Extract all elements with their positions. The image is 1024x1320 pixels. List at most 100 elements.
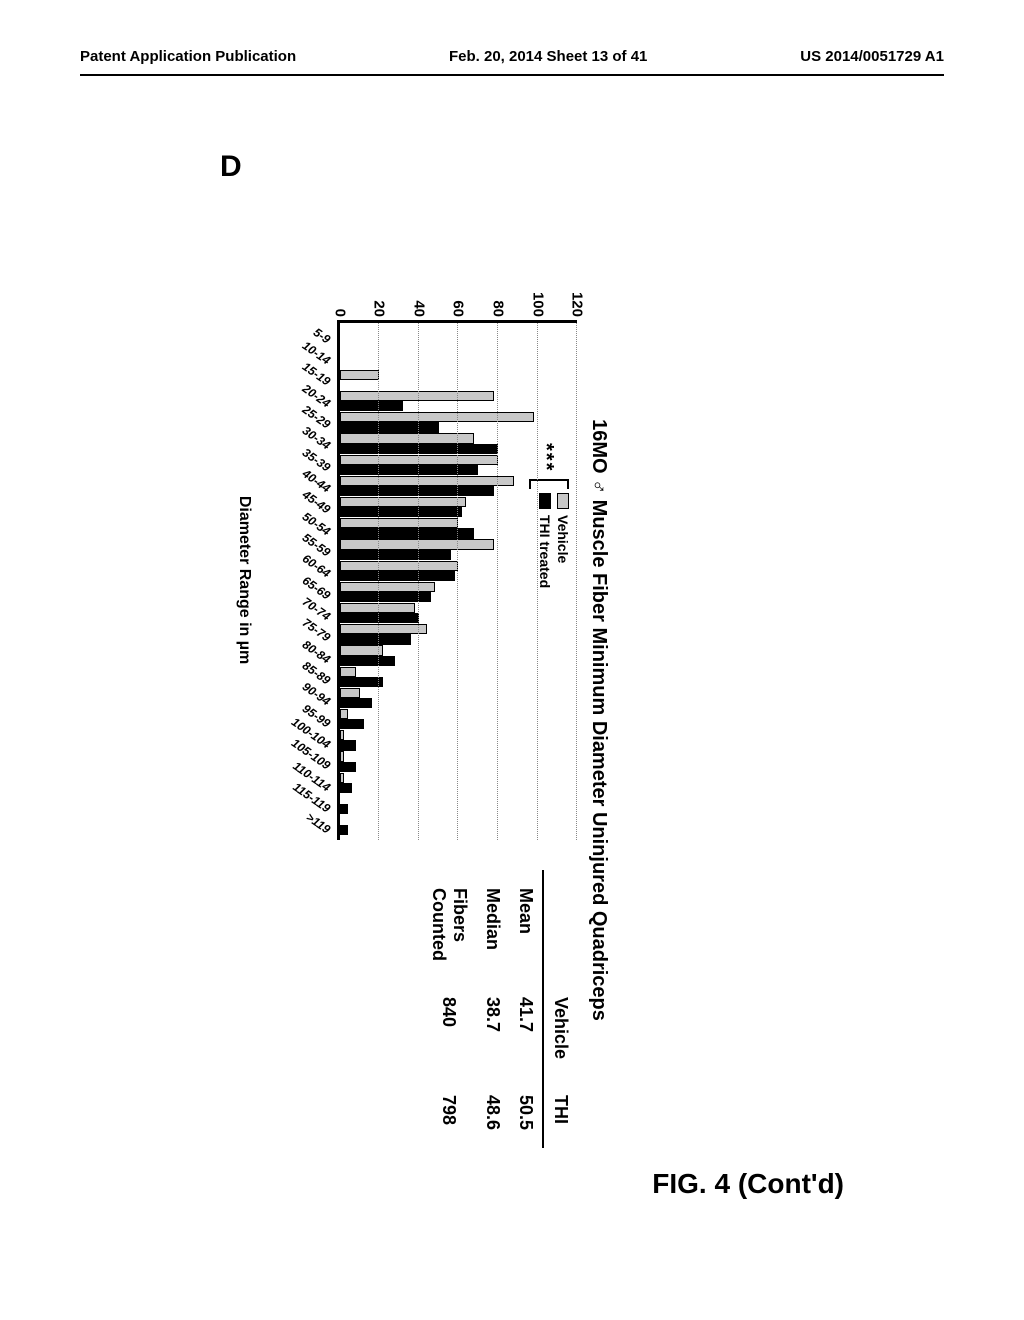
bar [340, 539, 494, 549]
bar-group [340, 475, 577, 496]
bar-group [340, 751, 577, 772]
bar [340, 804, 348, 814]
bar [340, 688, 360, 698]
stats-row-label: Fibers Counted [422, 870, 476, 979]
bar [340, 730, 344, 740]
x-tick-label: 90-94 [257, 687, 337, 708]
bar [340, 476, 514, 486]
y-tick-label: 120 [569, 277, 586, 317]
y-tick-label: 40 [411, 277, 428, 317]
gridline [458, 323, 459, 840]
x-tick-label: 65-69 [257, 580, 337, 601]
bar [340, 550, 451, 560]
bar [340, 751, 344, 761]
bar [340, 698, 372, 708]
bar [340, 391, 494, 401]
stats-col-vehicle: Vehicle [543, 979, 577, 1077]
header-center: Feb. 20, 2014 Sheet 13 of 41 [449, 48, 647, 65]
bar-group [340, 603, 577, 624]
bar [340, 667, 356, 677]
x-tick-label: 15-19 [257, 367, 337, 388]
bar [340, 571, 455, 581]
bar-group [340, 518, 577, 539]
stats-cell: 41.7 [509, 979, 543, 1077]
bar-group [340, 497, 577, 518]
x-tick-label: 60-64 [257, 559, 337, 580]
bar-group [340, 687, 577, 708]
bar-group [340, 327, 577, 348]
bar [340, 825, 348, 835]
x-tick-label: 50-54 [257, 516, 337, 537]
x-labels: 5-910-1415-1920-2425-2930-3435-3940-4445… [257, 324, 337, 836]
gridline [379, 323, 380, 840]
bar-group [340, 454, 577, 475]
bar [340, 433, 474, 443]
panel-label: D [220, 150, 242, 184]
bar-group [340, 412, 577, 433]
bar-group [340, 730, 577, 751]
bar [340, 719, 364, 729]
y-tick-label: 80 [490, 277, 507, 317]
y-tick-label: 60 [450, 277, 467, 317]
bar [340, 412, 534, 422]
gridline [497, 323, 498, 840]
y-tick-label: 20 [371, 277, 388, 317]
figure-caption: FIG. 4 (Cont'd) [652, 1168, 844, 1200]
chart-container: 16MO ♂ Muscle Fiber Minimum Diameter Uni… [235, 320, 610, 1120]
x-tick-label: 35-39 [257, 452, 337, 473]
stats-header-row: Vehicle THI [543, 870, 577, 1148]
bar [340, 624, 427, 634]
header-rule [80, 74, 944, 76]
gridline [576, 323, 577, 840]
x-tick-label: 115-119 [257, 793, 337, 814]
bar [340, 518, 459, 528]
bar-group [340, 581, 577, 602]
bar-group [340, 369, 577, 390]
stats-table: Vehicle THI Mean41.750.5Median38.748.6Fi… [422, 870, 577, 1148]
stats-col-blank [543, 870, 577, 979]
bar [340, 677, 383, 687]
bar [340, 528, 474, 538]
stats-row: Fibers Counted840798 [422, 870, 476, 1148]
y-tick-label: 100 [529, 277, 546, 317]
stats-row: Median38.748.6 [476, 870, 509, 1148]
bars-container [340, 327, 577, 836]
bar [340, 370, 379, 380]
header-right: US 2014/0051729 A1 [800, 48, 944, 65]
stats-row-label: Mean [509, 870, 543, 979]
bar-group [340, 772, 577, 793]
bar-group [340, 666, 577, 687]
bar [340, 507, 462, 517]
x-tick-label: 70-74 [257, 601, 337, 622]
x-tick-label: 80-84 [257, 644, 337, 665]
stats-cell: 798 [422, 1077, 476, 1148]
bar-group [340, 645, 577, 666]
bar [340, 783, 352, 793]
bar-group [340, 348, 577, 369]
x-tick-label: 5-9 [257, 324, 337, 345]
x-tick-label: 40-44 [257, 473, 337, 494]
bar [340, 762, 356, 772]
bar-group [340, 709, 577, 730]
bar-group [340, 539, 577, 560]
x-tick-label: 20-24 [257, 388, 337, 409]
bar [340, 709, 348, 719]
stats-row-label: Median [476, 870, 509, 979]
x-axis-title: Diameter Range in µm [235, 320, 253, 840]
stats-row: Mean41.750.5 [509, 870, 543, 1148]
stats-cell: 48.6 [476, 1077, 509, 1148]
chart-title: 16MO ♂ Muscle Fiber Minimum Diameter Uni… [587, 320, 610, 1120]
bar [340, 497, 466, 507]
bar [340, 401, 403, 411]
bar-group [340, 624, 577, 645]
bar [340, 582, 435, 592]
stats-col-thi: THI [543, 1077, 577, 1148]
bar [340, 422, 439, 432]
x-tick-label: 75-79 [257, 623, 337, 644]
stats-cell: 50.5 [509, 1077, 543, 1148]
y-tick-label: 0 [332, 277, 349, 317]
stats-cell: 38.7 [476, 979, 509, 1077]
x-tick-label: 10-14 [257, 345, 337, 366]
bar [340, 656, 395, 666]
gridline [418, 323, 419, 840]
